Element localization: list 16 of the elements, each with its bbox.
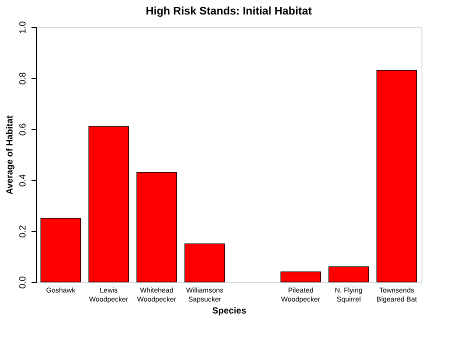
y-tick-label: 0.2 — [18, 225, 28, 238]
y-tick-label: 0.4 — [18, 174, 28, 187]
bar — [40, 218, 81, 282]
y-tick-label: 1.0 — [18, 21, 28, 34]
y-tick-label: 0.6 — [18, 123, 28, 136]
y-tick-label: 0.8 — [18, 72, 28, 85]
y-axis-title: Average of Habitat — [4, 115, 14, 195]
bar — [184, 243, 225, 282]
bar — [88, 126, 129, 282]
bar — [280, 272, 321, 282]
bar — [328, 266, 369, 282]
bar — [376, 70, 417, 282]
bar — [136, 172, 177, 282]
y-tick-label: 0.0 — [18, 276, 28, 289]
x-axis-title: Species — [212, 306, 246, 316]
chart-title: High Risk Stands: Initial Habitat — [146, 6, 312, 18]
